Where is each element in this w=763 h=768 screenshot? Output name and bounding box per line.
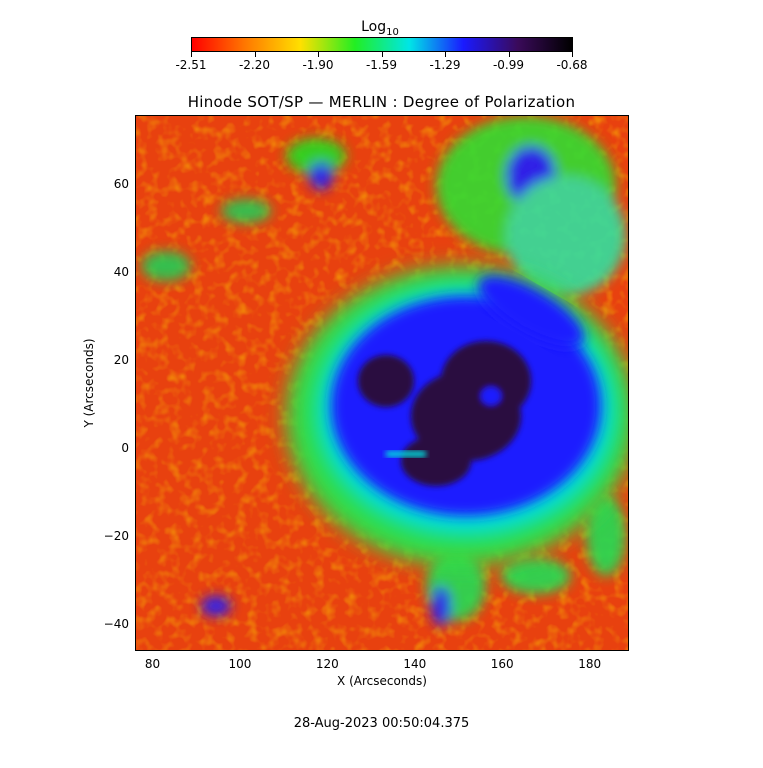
colorbar-tick-label: -1.59 [365,58,398,72]
colorbar-tick-label: -1.29 [429,58,461,72]
colorbar-tick-label: -2.20 [238,58,271,72]
colorbar-tick-mark [318,52,319,57]
colorbar-tick-mark [572,52,573,57]
x-tick-label: 100 [228,657,252,671]
colorbar-tick-mark [508,52,510,57]
colorbar-tick-mark [254,52,256,57]
x-axis-label: X (Arcseconds) [337,674,427,688]
network-patches [141,116,626,626]
x-tick-label: 180 [578,657,602,671]
y-tick-label: −40 [103,616,129,631]
colorbar-tick-label: -1.90 [302,58,334,72]
y-tick-label: 60 [113,177,129,192]
colorbar-tick-label: -0.68 [556,58,588,72]
y-axis-label: Y (Arcseconds) [82,338,96,428]
polarization-map [135,115,629,651]
colorbar [191,37,573,52]
y-tick-label: −20 [103,528,129,543]
sunspot [286,266,628,566]
y-tick-label: 0 [121,440,129,455]
x-tick-label: 120 [315,657,339,671]
x-tick-label: 80 [144,657,161,671]
colorbar-tick-mark [381,52,383,57]
plot-title: Hinode SOT/SP — MERLIN : Degree of Polar… [187,93,576,111]
timestamp: 28‐Aug‐2023 00:50:04.375 [293,716,470,731]
x-tick-label: 140 [403,657,427,671]
y-tick-label: 40 [113,265,129,280]
y-tick-label: 20 [113,353,129,368]
x-tick-label: 160 [490,657,514,671]
colorbar-tick-mark [445,52,446,57]
colorbar-tick-mark [191,52,192,57]
colorbar-tick-label: -2.51 [175,58,207,72]
colorbar-tick-label: -0.99 [492,58,525,72]
colorbar-title: Log10 [361,19,399,38]
